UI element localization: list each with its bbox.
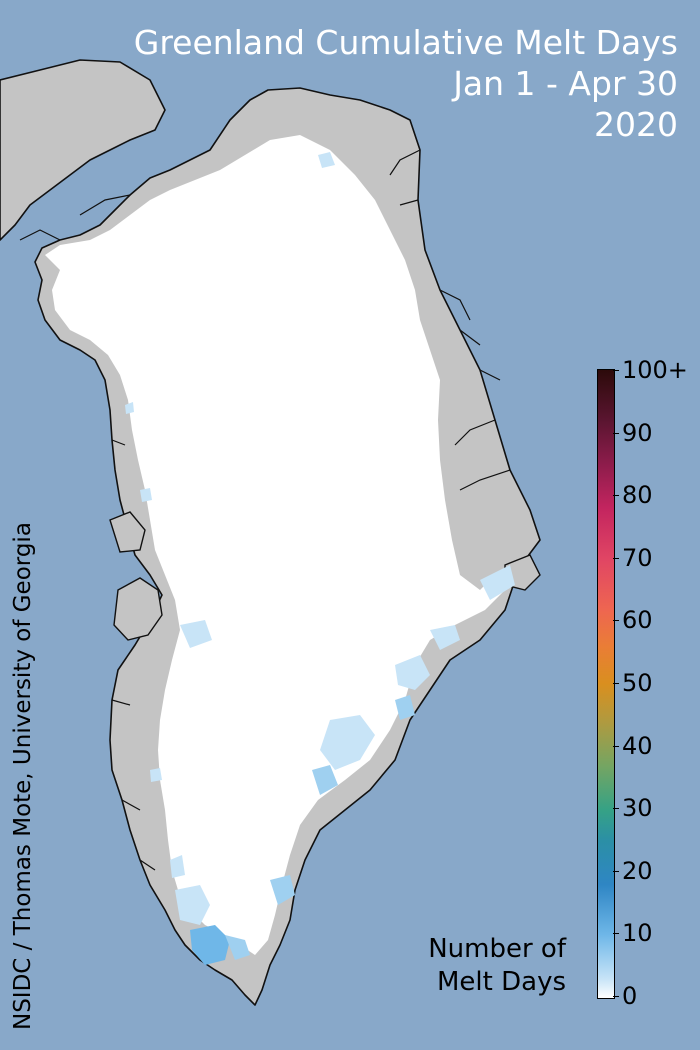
legend-title-line-2: Melt Days bbox=[437, 967, 566, 997]
coastline-details bbox=[19, 149, 511, 871]
northwest-land bbox=[0, 59, 166, 241]
ice-sheet bbox=[45, 135, 505, 955]
title-line-2: Jan 1 - Apr 30 bbox=[453, 64, 678, 103]
west-island-2 bbox=[109, 511, 146, 553]
melt-areas bbox=[125, 152, 515, 965]
colorbar bbox=[597, 369, 615, 999]
map-title: Greenland Cumulative Melt Days Jan 1 - A… bbox=[134, 22, 678, 145]
west-island bbox=[113, 577, 163, 641]
title-line-1: Greenland Cumulative Melt Days bbox=[133, 23, 678, 62]
legend-title: Number of Melt Days bbox=[428, 933, 566, 999]
credit-text: NSIDC / Thomas Mote, University of Georg… bbox=[10, 522, 36, 1030]
legend-title-line-1: Number of bbox=[428, 934, 566, 964]
title-line-3: 2020 bbox=[594, 105, 678, 144]
